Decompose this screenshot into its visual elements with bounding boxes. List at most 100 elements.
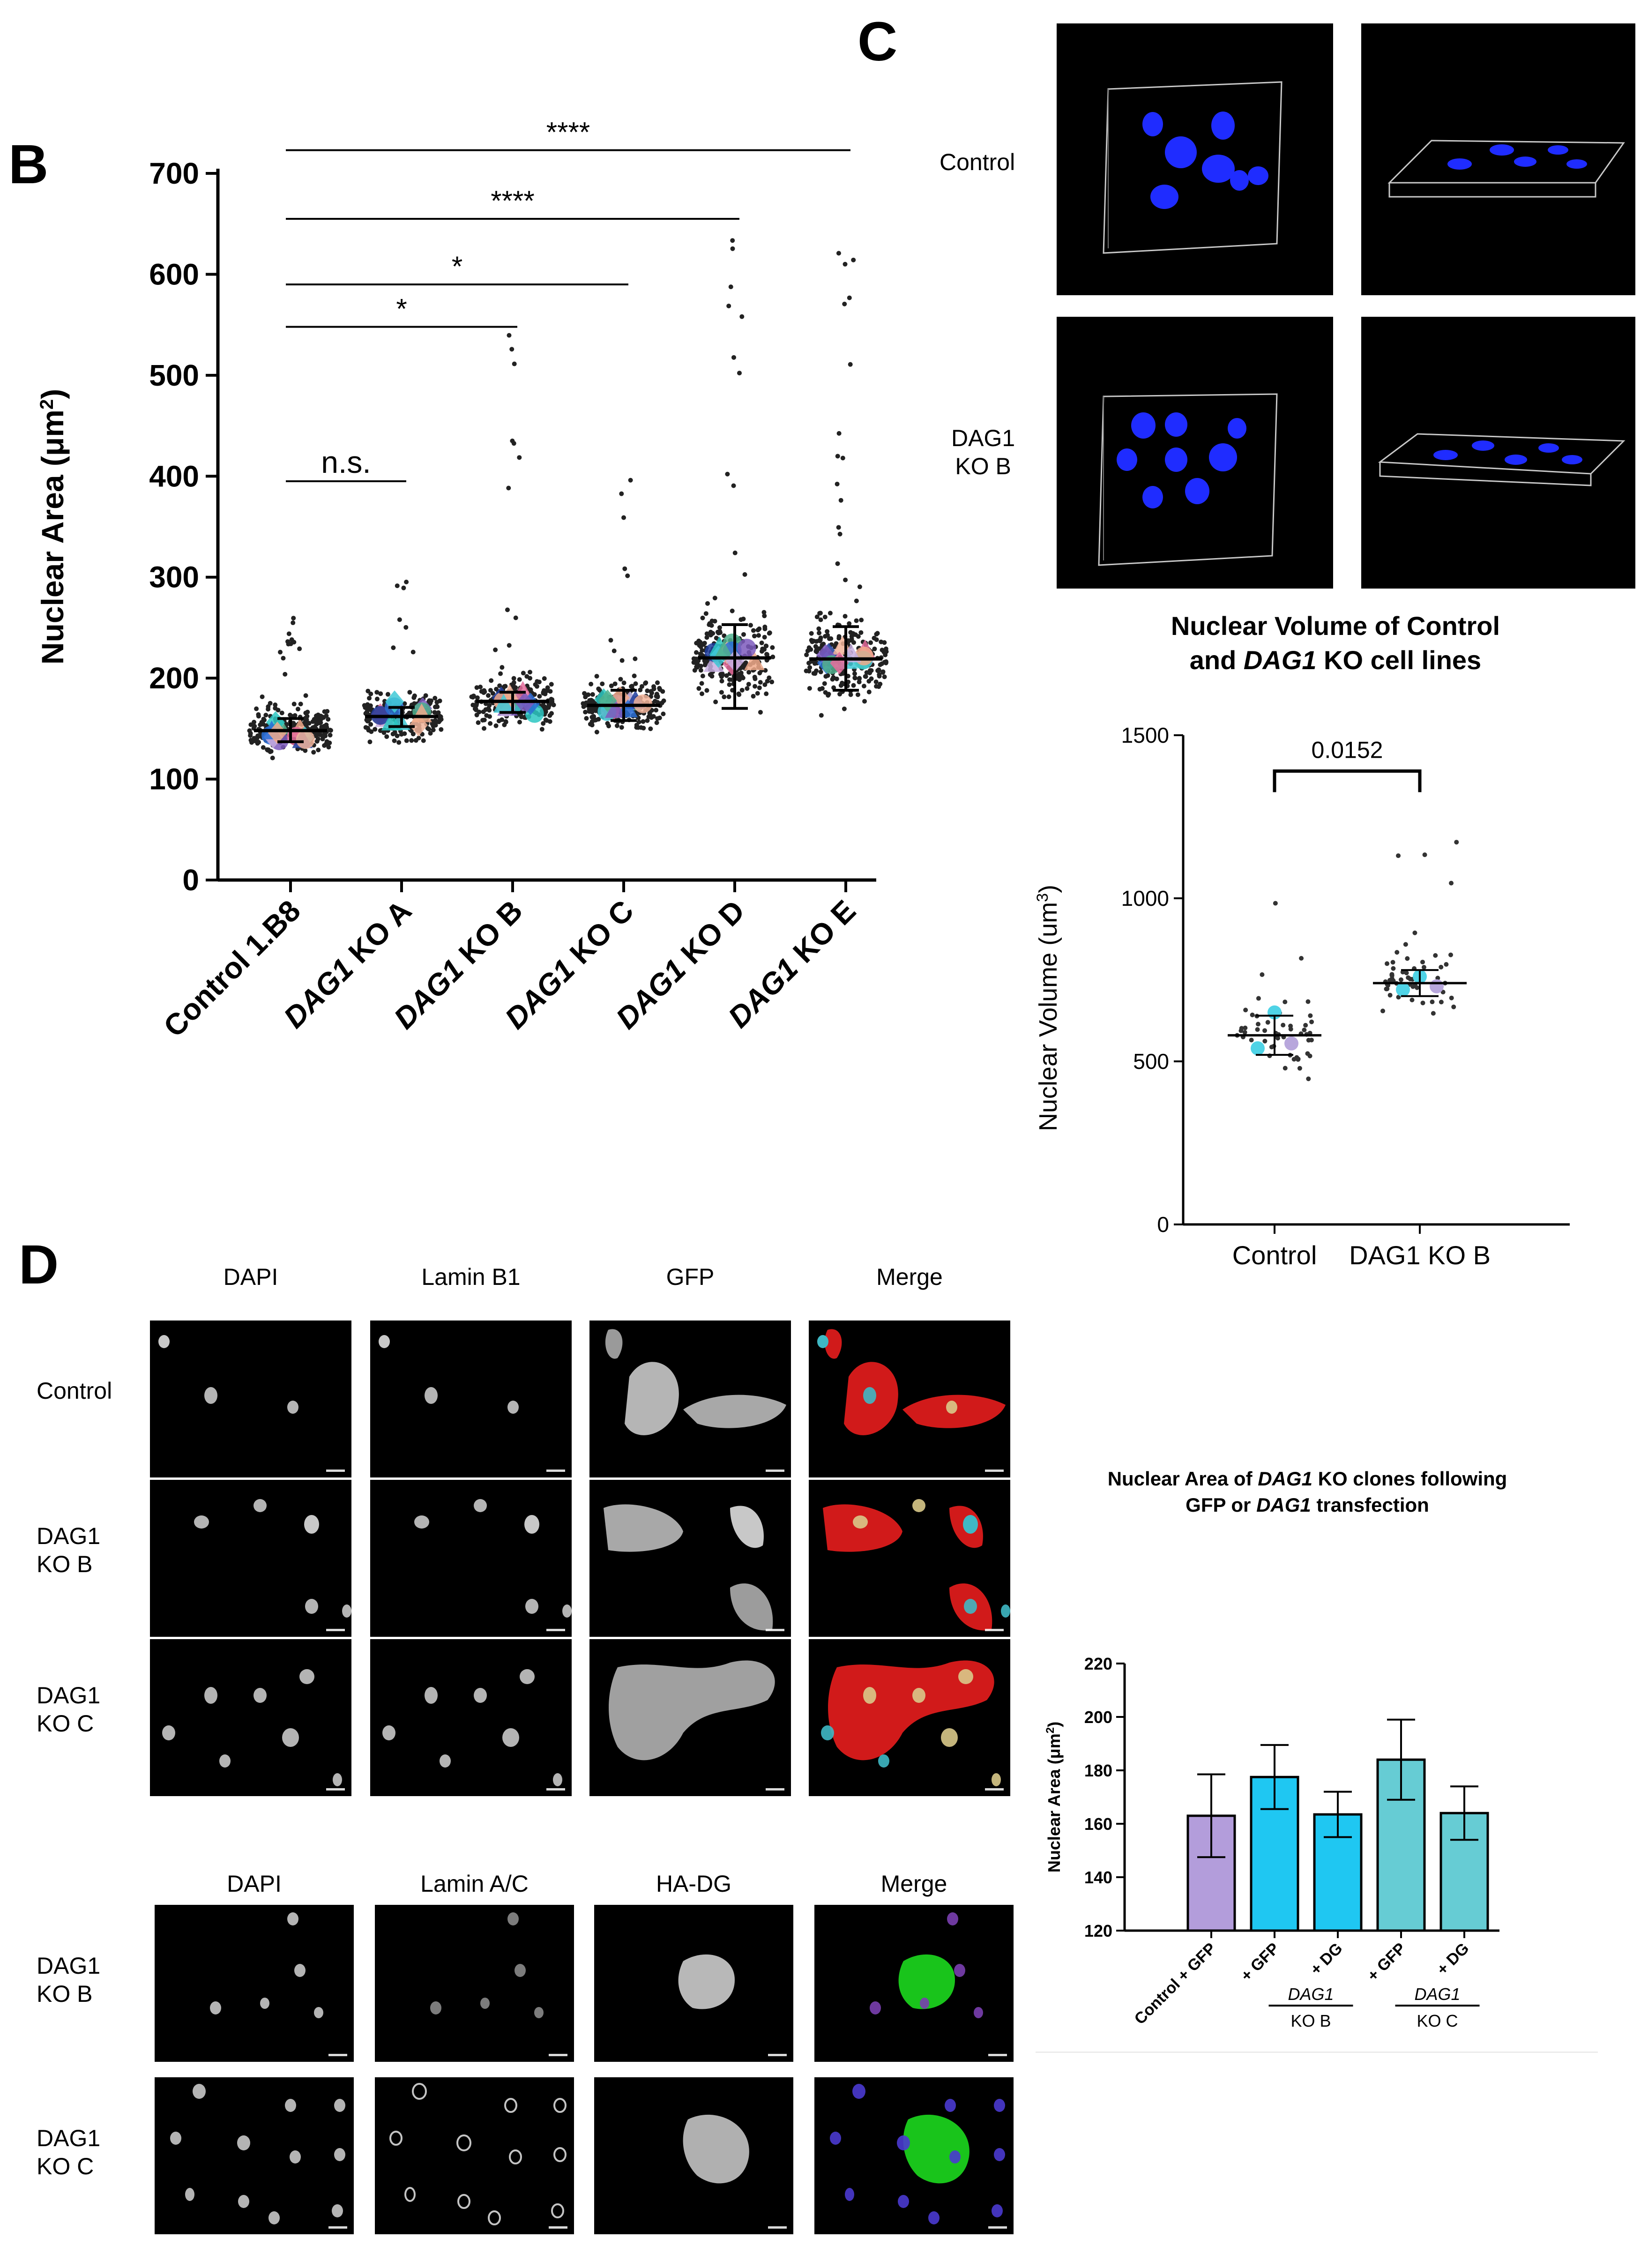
panel-b-point xyxy=(746,670,752,675)
panel-b-point xyxy=(857,584,862,589)
panel-c-point xyxy=(1430,1000,1435,1005)
panel-b-point xyxy=(636,719,641,724)
panel-d-dapi-image xyxy=(150,1321,351,1477)
panel-c-point xyxy=(1243,1007,1248,1013)
panel-b-point xyxy=(326,745,331,750)
panel-c-point xyxy=(1421,965,1426,970)
panel-b-point xyxy=(473,706,478,711)
panel-b-letter: B xyxy=(8,134,49,195)
panel-c-letter: C xyxy=(858,11,898,73)
panel-b-point xyxy=(657,686,662,691)
panel-b-point xyxy=(535,679,540,684)
panel-c-point xyxy=(1305,999,1311,1004)
panel-b-point xyxy=(869,676,874,681)
panel-d-gfp-image xyxy=(589,1321,791,1477)
panel-b-point xyxy=(490,691,495,696)
panel-b-point xyxy=(770,654,776,659)
panel-b-point xyxy=(714,635,719,641)
panel-d-lamin-ac-image xyxy=(375,1905,574,2062)
panel-b-point xyxy=(395,583,400,589)
panel-b-point xyxy=(699,681,704,686)
panel-b-point xyxy=(764,643,769,649)
panel-b-point xyxy=(737,671,742,677)
panel-b-replicate-mean xyxy=(268,722,287,745)
panel-b-point xyxy=(737,371,742,376)
panel-b-point xyxy=(425,726,430,731)
panel-c-point xyxy=(1415,985,1420,990)
panel-c-point xyxy=(1273,901,1278,906)
panel-b-significance-label: **** xyxy=(546,122,590,148)
panel-d-merge-image xyxy=(809,1639,1010,1796)
panel-b-point xyxy=(322,731,327,736)
panel-b-point xyxy=(589,706,594,711)
panel-b-point xyxy=(809,631,814,636)
panel-c-point xyxy=(1448,952,1453,957)
panel-b-point xyxy=(281,656,286,661)
panel-b-point xyxy=(276,708,281,713)
panel-d-x-tick-label: + GFP xyxy=(1364,1940,1409,1985)
panel-b-point xyxy=(879,639,884,644)
panel-b-point xyxy=(654,708,659,713)
panel-b-point xyxy=(645,688,650,694)
panel-b-point xyxy=(318,713,323,718)
panel-b-point xyxy=(751,694,756,699)
panel-b-point xyxy=(476,720,481,725)
panel-b-point xyxy=(861,684,866,689)
panel-b-point xyxy=(256,714,261,719)
panel-b-point xyxy=(367,695,372,701)
panel-b-point xyxy=(835,481,840,486)
panel-d-y-tick-label: 220 xyxy=(1084,1654,1112,1673)
panel-b-point xyxy=(404,738,409,743)
panel-b-point xyxy=(641,719,646,724)
panel-b-y-tick-label: 700 xyxy=(149,157,199,190)
panel-c-row-label-dag1-kob: DAG1 KO B xyxy=(951,425,1015,479)
panel-b-point xyxy=(883,652,888,657)
panel-b-point xyxy=(634,725,639,730)
panel-b-point xyxy=(402,731,407,736)
panel-b-point xyxy=(835,561,840,566)
panel-b-point xyxy=(632,673,637,679)
panel-c-point xyxy=(1249,1037,1254,1043)
panel-b-point xyxy=(739,687,745,693)
panel-b-point xyxy=(431,727,436,732)
panel-b-replicate-mean xyxy=(515,692,535,715)
panel-b-point xyxy=(852,671,857,676)
panel-c-point xyxy=(1283,1066,1288,1071)
panel-b-point xyxy=(726,303,731,308)
panel-b-point xyxy=(862,699,867,704)
panel-b-y-tick-label: 400 xyxy=(149,459,199,493)
panel-b-point xyxy=(407,690,412,695)
panel-b-point xyxy=(700,673,705,679)
panel-b-point xyxy=(291,616,296,621)
panel-c-point xyxy=(1299,955,1304,961)
panel-c-y-tick-label: 1500 xyxy=(1121,723,1169,747)
panel-d-bottom-row-label: DAG1 KO B xyxy=(37,1953,101,2007)
panel-d-top-column-label: DAPI xyxy=(223,1264,278,1290)
panel-b-point xyxy=(811,638,816,643)
panel-c-point xyxy=(1308,1013,1313,1018)
panel-b-point xyxy=(582,691,587,696)
panel-b-point xyxy=(368,722,373,727)
panel-d-merge-image xyxy=(814,1905,1014,2062)
panel-b-point xyxy=(849,637,854,642)
panel-b-point xyxy=(814,668,819,673)
panel-d-group-label-clone: KO B xyxy=(1290,2011,1331,2030)
panel-b-y-tick-label: 0 xyxy=(182,863,199,897)
panel-b-point xyxy=(827,636,832,641)
panel-b-point xyxy=(600,681,605,686)
panel-b-point xyxy=(396,740,402,745)
panel-b-point xyxy=(872,646,877,651)
panel-b-point xyxy=(843,261,848,267)
panel-b-point xyxy=(511,441,516,446)
panel-b-point xyxy=(818,617,823,622)
panel-c-replicate-mean xyxy=(1430,979,1444,993)
panel-b-point xyxy=(807,665,813,670)
panel-b-point xyxy=(825,629,830,634)
panel-c-row-label-control: Control xyxy=(940,149,1015,175)
panel-c-x-tick-label: DAG1 KO B xyxy=(1349,1240,1491,1270)
panel-b-point xyxy=(822,614,828,619)
panel-b-point xyxy=(842,706,847,711)
panel-b-point xyxy=(255,733,261,739)
panel-b-point xyxy=(500,665,505,670)
panel-b-point xyxy=(475,695,480,700)
